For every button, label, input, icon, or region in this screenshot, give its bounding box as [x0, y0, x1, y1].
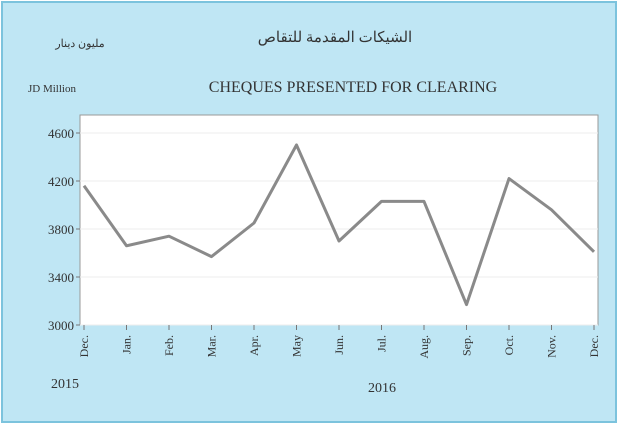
data-line — [82, 143, 596, 307]
x-tick-label: Mar. — [205, 335, 219, 357]
x-tick-label: Apr. — [247, 335, 261, 356]
year-label: 2016 — [368, 381, 396, 396]
y-tick-label: 3400 — [48, 270, 74, 285]
plot-area — [79, 114, 599, 326]
arabic-title: الشيكات المقدمة للتقاص — [258, 30, 412, 46]
year-label: 2015 — [51, 377, 79, 392]
x-tick-label: Sep. — [460, 335, 474, 356]
x-tick-label: Feb. — [162, 335, 176, 356]
x-tick-label: Oct. — [502, 335, 516, 355]
x-tick-label: Dec. — [587, 335, 601, 357]
x-tick-label: Jan. — [120, 335, 134, 354]
y-tick-label: 4200 — [48, 174, 74, 189]
chart-title: CHEQUES PRESENTED FOR CLEARING — [209, 79, 498, 96]
unit-label: JD Million — [28, 83, 76, 95]
x-tick-label: Nov. — [545, 335, 559, 358]
y-tick-label: 3800 — [48, 222, 74, 237]
x-tick-label: Aug. — [417, 335, 431, 359]
y-tick-label: 4600 — [48, 126, 74, 141]
y-tick-label: 3000 — [48, 318, 74, 333]
x-tick-label: Dec. — [77, 335, 91, 357]
x-tick-label: Jul. — [375, 335, 389, 352]
x-tick-label: May — [290, 335, 304, 357]
x-tick-label: Jun. — [332, 335, 346, 355]
arabic-unit: مليون دينار — [54, 38, 104, 50]
